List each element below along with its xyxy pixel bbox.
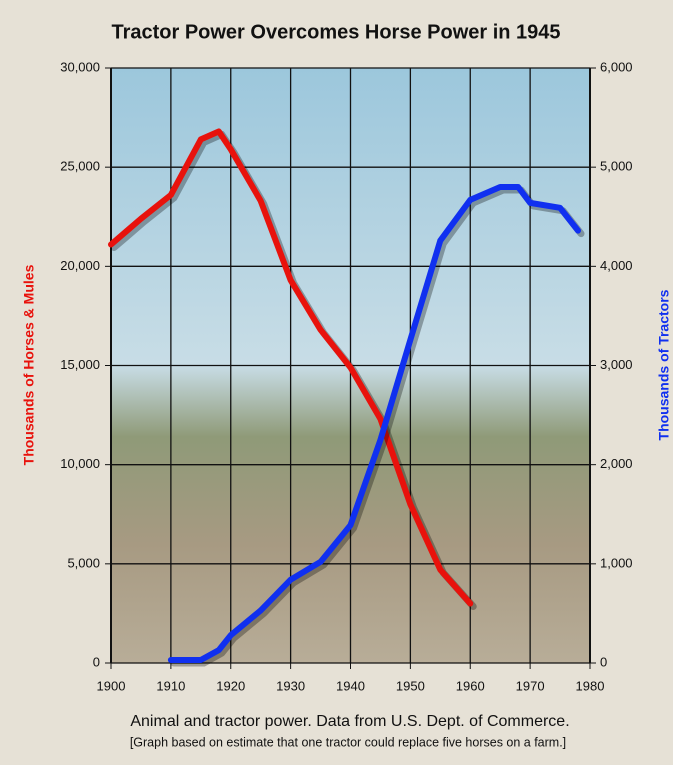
chart: Tractor Power Overcomes Horse Power in 1… xyxy=(0,0,673,765)
y-tick-label: 20,000 xyxy=(60,258,100,273)
x-tick-label: 1970 xyxy=(516,678,545,693)
y2-tick-label: 5,000 xyxy=(600,159,633,174)
y2-tick-label: 3,000 xyxy=(600,357,633,372)
note: [Graph based on estimate that one tracto… xyxy=(130,735,566,749)
y2-tick-label: 6,000 xyxy=(600,59,633,74)
x-tick-label: 1900 xyxy=(97,678,126,693)
x-tick-label: 1940 xyxy=(336,678,365,693)
chart-title: Tractor Power Overcomes Horse Power in 1… xyxy=(111,21,560,43)
y-axis-label: Thousands of Horses & Mules xyxy=(21,264,37,465)
caption: Animal and tractor power. Data from U.S.… xyxy=(130,713,569,730)
x-tick-label: 1950 xyxy=(396,678,425,693)
x-tick-label: 1960 xyxy=(456,678,485,693)
y2-tick-label: 0 xyxy=(600,654,607,669)
y2-tick-label: 4,000 xyxy=(600,258,633,273)
y-tick-label: 15,000 xyxy=(60,357,100,372)
y-tick-label: 30,000 xyxy=(60,59,100,74)
y-tick-label: 10,000 xyxy=(60,456,100,471)
x-tick-label: 1980 xyxy=(576,678,605,693)
y-tick-label: 5,000 xyxy=(67,555,100,570)
y2-axis-label: Thousands of Tractors xyxy=(656,289,672,440)
y2-tick-label: 2,000 xyxy=(600,456,633,471)
x-tick-label: 1920 xyxy=(216,678,245,693)
x-tick-label: 1930 xyxy=(276,678,305,693)
x-tick-label: 1910 xyxy=(156,678,185,693)
y-tick-label: 25,000 xyxy=(60,159,100,174)
y2-tick-label: 1,000 xyxy=(600,555,633,570)
y-tick-label: 0 xyxy=(93,654,100,669)
